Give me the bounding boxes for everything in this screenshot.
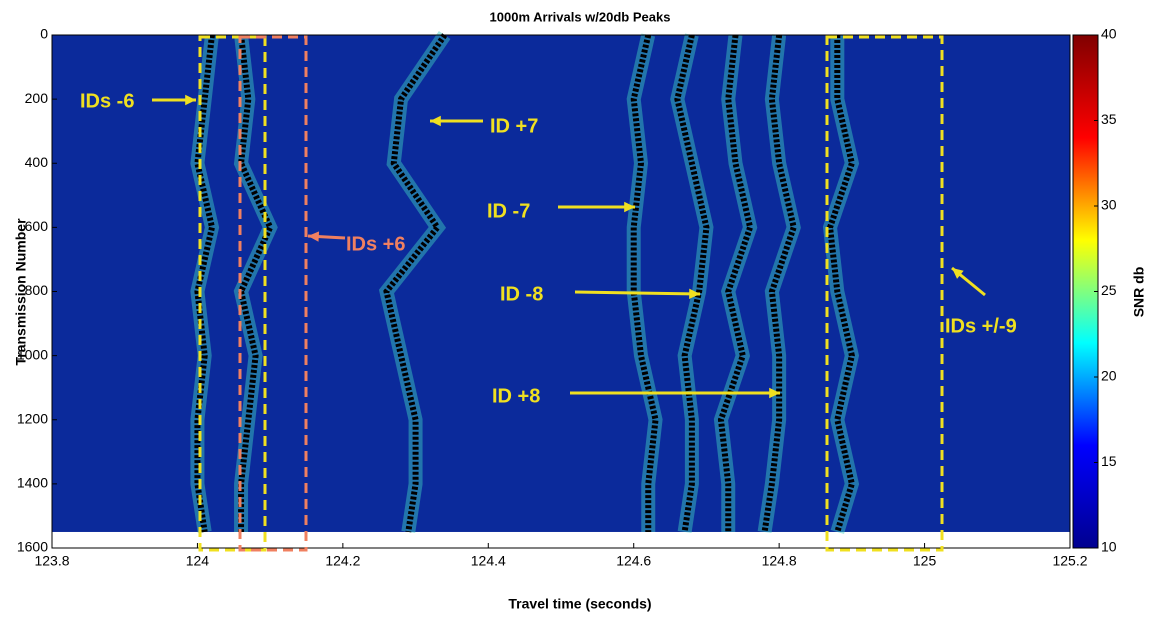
annotation-arrowhead bbox=[952, 268, 964, 279]
colorbar-label: SNR db bbox=[1131, 267, 1147, 318]
arrival-track bbox=[630, 34, 659, 532]
colorbar-tick-label: 15 bbox=[1101, 453, 1117, 469]
heatmap-background bbox=[52, 35, 1070, 532]
y-tick-label: 1000 bbox=[17, 346, 48, 362]
x-tick-label: 124.6 bbox=[616, 553, 651, 569]
arrival-track bbox=[383, 33, 448, 533]
colorbar-tick-label: 25 bbox=[1101, 282, 1117, 298]
arrival-track bbox=[826, 35, 855, 533]
x-tick-label: 125.2 bbox=[1052, 553, 1087, 569]
y-axis-label: Transmission Number bbox=[13, 218, 29, 366]
annotation-arrowhead bbox=[185, 94, 196, 106]
highlight-box bbox=[825, 35, 944, 552]
x-tick-label: 124 bbox=[186, 553, 210, 569]
y-tick-label: 1400 bbox=[17, 475, 48, 491]
colorbar-tick-label: 10 bbox=[1101, 539, 1117, 555]
y-tick-label: 0 bbox=[40, 26, 48, 42]
highlight-box bbox=[198, 35, 267, 552]
x-tick-label: 124.2 bbox=[325, 553, 360, 569]
arrival-track bbox=[237, 34, 274, 532]
annotation-arrowhead bbox=[624, 201, 635, 213]
y-tick-label: 200 bbox=[25, 90, 49, 106]
annotation-arrowhead bbox=[308, 231, 320, 242]
annotation-label: ID -8 bbox=[500, 283, 543, 305]
chart-title: 1000m Arrivals w/20db Peaks bbox=[490, 9, 671, 24]
colorbar-tick-label: 35 bbox=[1101, 111, 1117, 127]
annotation-arrowhead bbox=[769, 387, 780, 399]
annotation-label: IDs +6 bbox=[346, 233, 405, 255]
annotation-label: ID +8 bbox=[492, 385, 540, 407]
annotation-arrowhead bbox=[430, 115, 441, 127]
arrival-track bbox=[761, 34, 797, 533]
annotation-label: IDs -6 bbox=[80, 90, 134, 112]
y-tick-label: 600 bbox=[25, 218, 49, 234]
y-tick-label: 800 bbox=[25, 282, 49, 298]
arrival-track bbox=[717, 34, 754, 532]
annotation-arrow bbox=[574, 290, 701, 296]
x-axis-label: Travel time (seconds) bbox=[508, 596, 651, 612]
highlight-box bbox=[238, 35, 308, 552]
x-tick-label: 124.8 bbox=[762, 553, 797, 569]
x-tick-label: 124.4 bbox=[471, 553, 506, 569]
colorbar-tick-label: 40 bbox=[1101, 26, 1117, 42]
arrival-track bbox=[674, 34, 710, 533]
annotation-arrowhead bbox=[689, 288, 700, 300]
y-tick-label: 1200 bbox=[17, 410, 48, 426]
x-tick-label: 123.8 bbox=[34, 553, 69, 569]
colorbar-tick-label: 20 bbox=[1101, 368, 1117, 384]
annotation-label: IDs +/-9 bbox=[945, 315, 1017, 337]
x-tick-label: 125 bbox=[913, 553, 937, 569]
arrival-track bbox=[194, 34, 216, 533]
annotation-label: ID -7 bbox=[487, 200, 530, 222]
annotation-label: ID +7 bbox=[490, 115, 538, 137]
y-tick-label: 400 bbox=[25, 154, 49, 170]
colorbar-tick-label: 30 bbox=[1101, 197, 1117, 213]
y-tick-label: 1600 bbox=[17, 539, 48, 555]
colorbar bbox=[1072, 34, 1099, 549]
